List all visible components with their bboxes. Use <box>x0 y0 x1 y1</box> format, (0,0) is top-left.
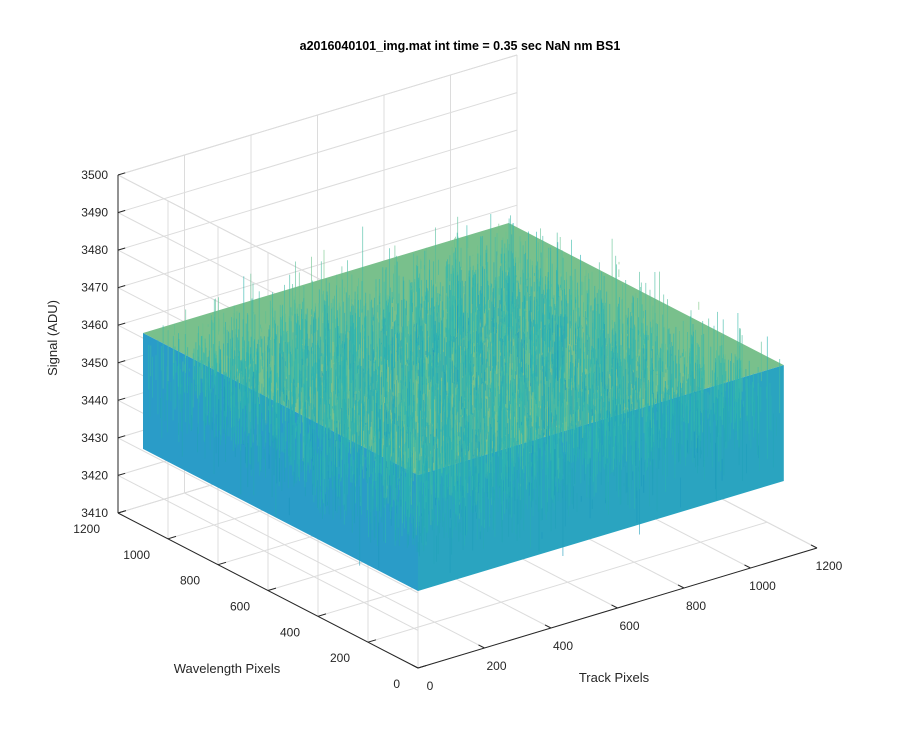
gridline-z-back-wall <box>117 167 518 289</box>
gridline-z-left-wall <box>117 474 419 631</box>
gridline-y-floor <box>367 521 768 643</box>
gridline-z-back-wall <box>117 92 518 214</box>
surface-data <box>143 214 784 591</box>
gridline-z-left-wall <box>117 437 419 594</box>
gridline-z-back-wall <box>117 204 518 326</box>
chart-title: a2016040101_img.mat int time = 0.35 sec … <box>300 39 621 53</box>
box-edge-top-back <box>117 54 518 176</box>
gridline-z-back-wall <box>117 129 518 251</box>
